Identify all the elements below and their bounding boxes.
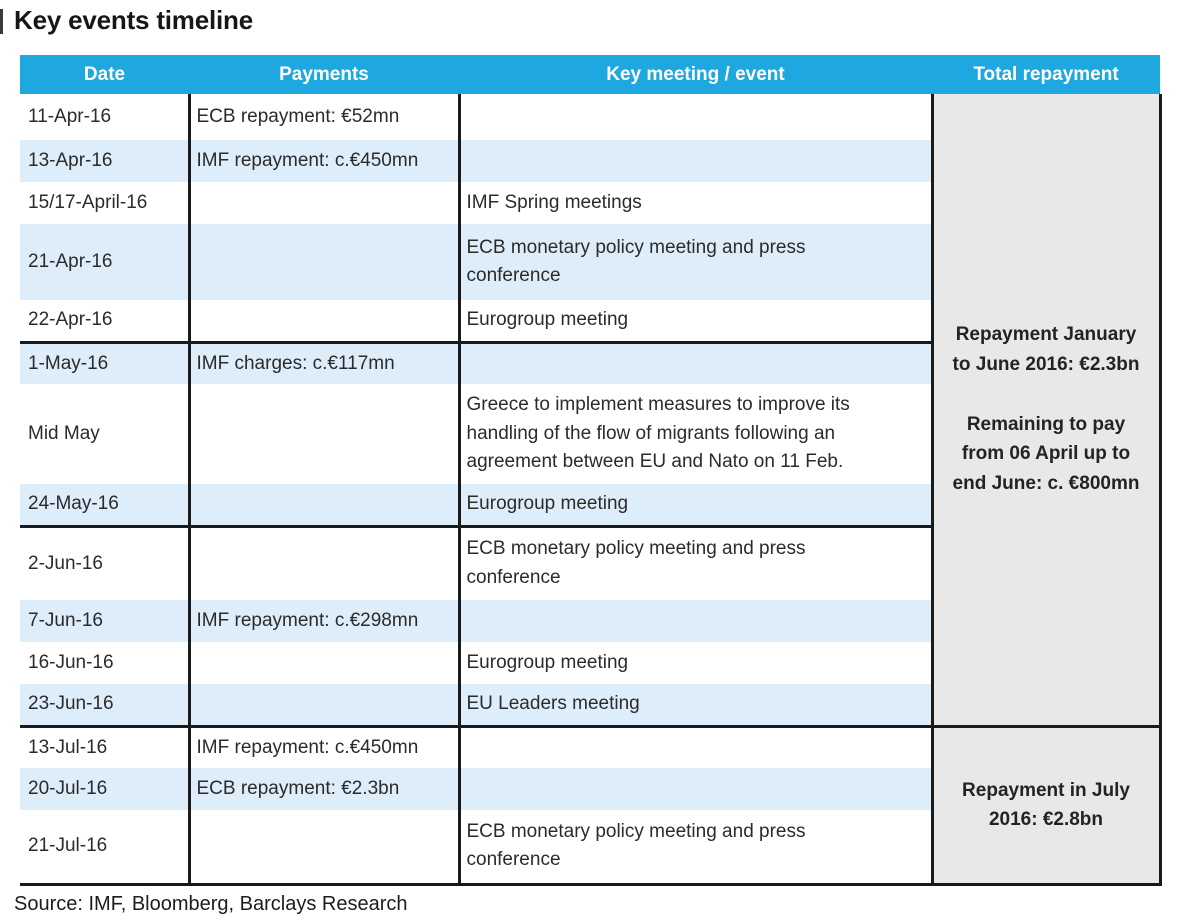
cell-date: 24-May-16 bbox=[20, 484, 189, 526]
cell-event bbox=[457, 94, 932, 140]
source-note: Source: IMF, Bloomberg, Barclays Researc… bbox=[14, 892, 408, 915]
event-text: IMF Spring meetings bbox=[466, 191, 642, 213]
table-row: 7-Jun-16 IMF repayment: c.€298mn bbox=[20, 600, 1160, 642]
cell-payment bbox=[187, 810, 459, 886]
page-title: Key events timeline bbox=[14, 5, 253, 35]
summary-paragraph: Repayment January to June 2016: €2.3bn bbox=[952, 324, 1140, 375]
cell-event: IMF Spring meetings bbox=[457, 182, 932, 224]
cell-payment bbox=[187, 182, 459, 224]
table-row: 20-Jul-16 ECB repayment: €2.3bn bbox=[20, 768, 1160, 810]
table-row: 15/17-April-16 IMF Spring meetings bbox=[20, 182, 1160, 224]
event-text: Eurogroup meeting bbox=[466, 492, 629, 514]
cell-date: 1-May-16 bbox=[20, 340, 189, 384]
cell-date: 15/17-April-16 bbox=[20, 182, 189, 224]
timeline-table-body: 11-Apr-16 ECB repayment: €52mn Repayment J… bbox=[20, 94, 1162, 886]
table-row: 21-Jul-16 ECB monetary policy meeting and… bbox=[20, 810, 1160, 886]
cell-event: Greece to implement measures to improve … bbox=[457, 384, 932, 484]
cell-event: ECB monetary policy meeting and press co… bbox=[457, 224, 932, 300]
timeline-table: Date Payments Key meeting / event Total rep… bbox=[20, 55, 1162, 886]
cell-event bbox=[457, 768, 932, 810]
header-row: Date Payments Key meeting / event Total rep… bbox=[20, 55, 1160, 94]
cell-date: 21-Jul-16 bbox=[20, 810, 189, 886]
cell-event: EU Leaders meeting bbox=[457, 684, 932, 726]
cell-payment bbox=[187, 524, 459, 600]
cell-event: Eurogroup meeting bbox=[457, 642, 932, 684]
cell-payment: IMF repayment: c.€298mn bbox=[187, 600, 459, 642]
column-header-date: Date bbox=[20, 55, 189, 94]
cell-date: 23-Jun-16 bbox=[20, 684, 189, 726]
table-row: 24-May-16 Eurogroup meeting bbox=[20, 484, 1160, 526]
cell-date: 13-Apr-16 bbox=[20, 140, 189, 182]
column-header-key-meeting-event: Key meeting / event bbox=[459, 55, 932, 94]
cell-date: 16-Jun-16 bbox=[20, 642, 189, 684]
table-row: 13-Apr-16 IMF repayment: c.€450mn bbox=[20, 140, 1160, 182]
table-row: 11-Apr-16 ECB repayment: €52mn Repayment J… bbox=[20, 94, 1162, 728]
event-text: ECB monetary policy meeting and press co… bbox=[466, 236, 806, 287]
cell-date: 21-Apr-16 bbox=[20, 224, 189, 300]
table-header: Date Payments Key meeting / event Total rep… bbox=[20, 55, 1160, 94]
cell-event bbox=[457, 600, 932, 642]
cell-date: 20-Jul-16 bbox=[20, 768, 189, 810]
cell-payment: ECB repayment: €2.3bn bbox=[187, 768, 459, 810]
cell-payment bbox=[187, 384, 459, 484]
crop-artifact bbox=[0, 9, 3, 34]
table-row: 23-Jun-16 EU Leaders meeting bbox=[20, 684, 1160, 726]
cell-date: 7-Jun-16 bbox=[20, 600, 189, 642]
total-repayment-summary: Repayment in July 2016: €2.8bn bbox=[930, 724, 1162, 886]
cell-date: 2-Jun-16 bbox=[20, 524, 189, 600]
event-text: ECB monetary policy meeting and press co… bbox=[466, 538, 806, 588]
cell-date: Mid May bbox=[20, 384, 189, 484]
cell-date: 22-Apr-16 bbox=[20, 300, 189, 342]
cell-event bbox=[457, 140, 932, 182]
cell-event bbox=[457, 724, 932, 768]
table-row: 21-Apr-16 ECB monetary policy meeting and… bbox=[20, 224, 1160, 300]
cell-payment bbox=[187, 642, 459, 684]
table-row: 2-Jun-16 ECB monetary policy meeting and … bbox=[20, 524, 1160, 600]
column-header-total-repayment: Total repayment bbox=[932, 55, 1160, 94]
summary-paragraph: Repayment in July 2016: €2.8bn bbox=[962, 779, 1130, 830]
cell-event: Eurogroup meeting bbox=[457, 300, 932, 342]
cell-event: Eurogroup meeting bbox=[457, 484, 932, 526]
event-text: Eurogroup meeting bbox=[466, 308, 629, 330]
cell-payment: IMF charges: c.€117mn bbox=[187, 340, 459, 384]
table-row: 13-Jul-16 IMF repayment: c.€450mn Repaymen… bbox=[20, 724, 1162, 886]
event-text: ECB monetary policy meeting and press co… bbox=[466, 820, 806, 871]
cell-payment bbox=[187, 484, 459, 526]
cell-payment: IMF repayment: c.€450mn bbox=[187, 724, 459, 768]
cell-event: ECB monetary policy meeting and press co… bbox=[457, 810, 932, 886]
summary-paragraph: Remaining to pay from 06 April up to end… bbox=[952, 414, 1140, 494]
event-text: Eurogroup meeting bbox=[466, 651, 629, 673]
cell-date: 11-Apr-16 bbox=[20, 94, 189, 140]
table-row: 1-May-16 IMF charges: c.€117mn bbox=[20, 340, 1160, 384]
cell-payment bbox=[187, 224, 459, 300]
cell-payment bbox=[187, 300, 459, 342]
table-row: 22-Apr-16 Eurogroup meeting bbox=[20, 300, 1160, 342]
event-text: EU Leaders meeting bbox=[466, 692, 640, 714]
total-repayment-summary: Repayment January to June 2016: €2.3bn Re… bbox=[930, 94, 1162, 728]
column-header-payments: Payments bbox=[189, 55, 459, 94]
event-text: Greece to implement measures to improve … bbox=[466, 394, 850, 473]
cell-event: ECB monetary policy meeting and press co… bbox=[457, 524, 932, 600]
cell-event bbox=[457, 340, 932, 384]
cell-payment: IMF repayment: c.€450mn bbox=[187, 140, 459, 182]
cell-payment: ECB repayment: €52mn bbox=[187, 94, 459, 140]
table-row: Mid May Greece to implement measures to i… bbox=[20, 384, 1160, 484]
cell-payment bbox=[187, 684, 459, 726]
table-row: 16-Jun-16 Eurogroup meeting bbox=[20, 642, 1160, 684]
cell-date: 13-Jul-16 bbox=[20, 724, 189, 768]
